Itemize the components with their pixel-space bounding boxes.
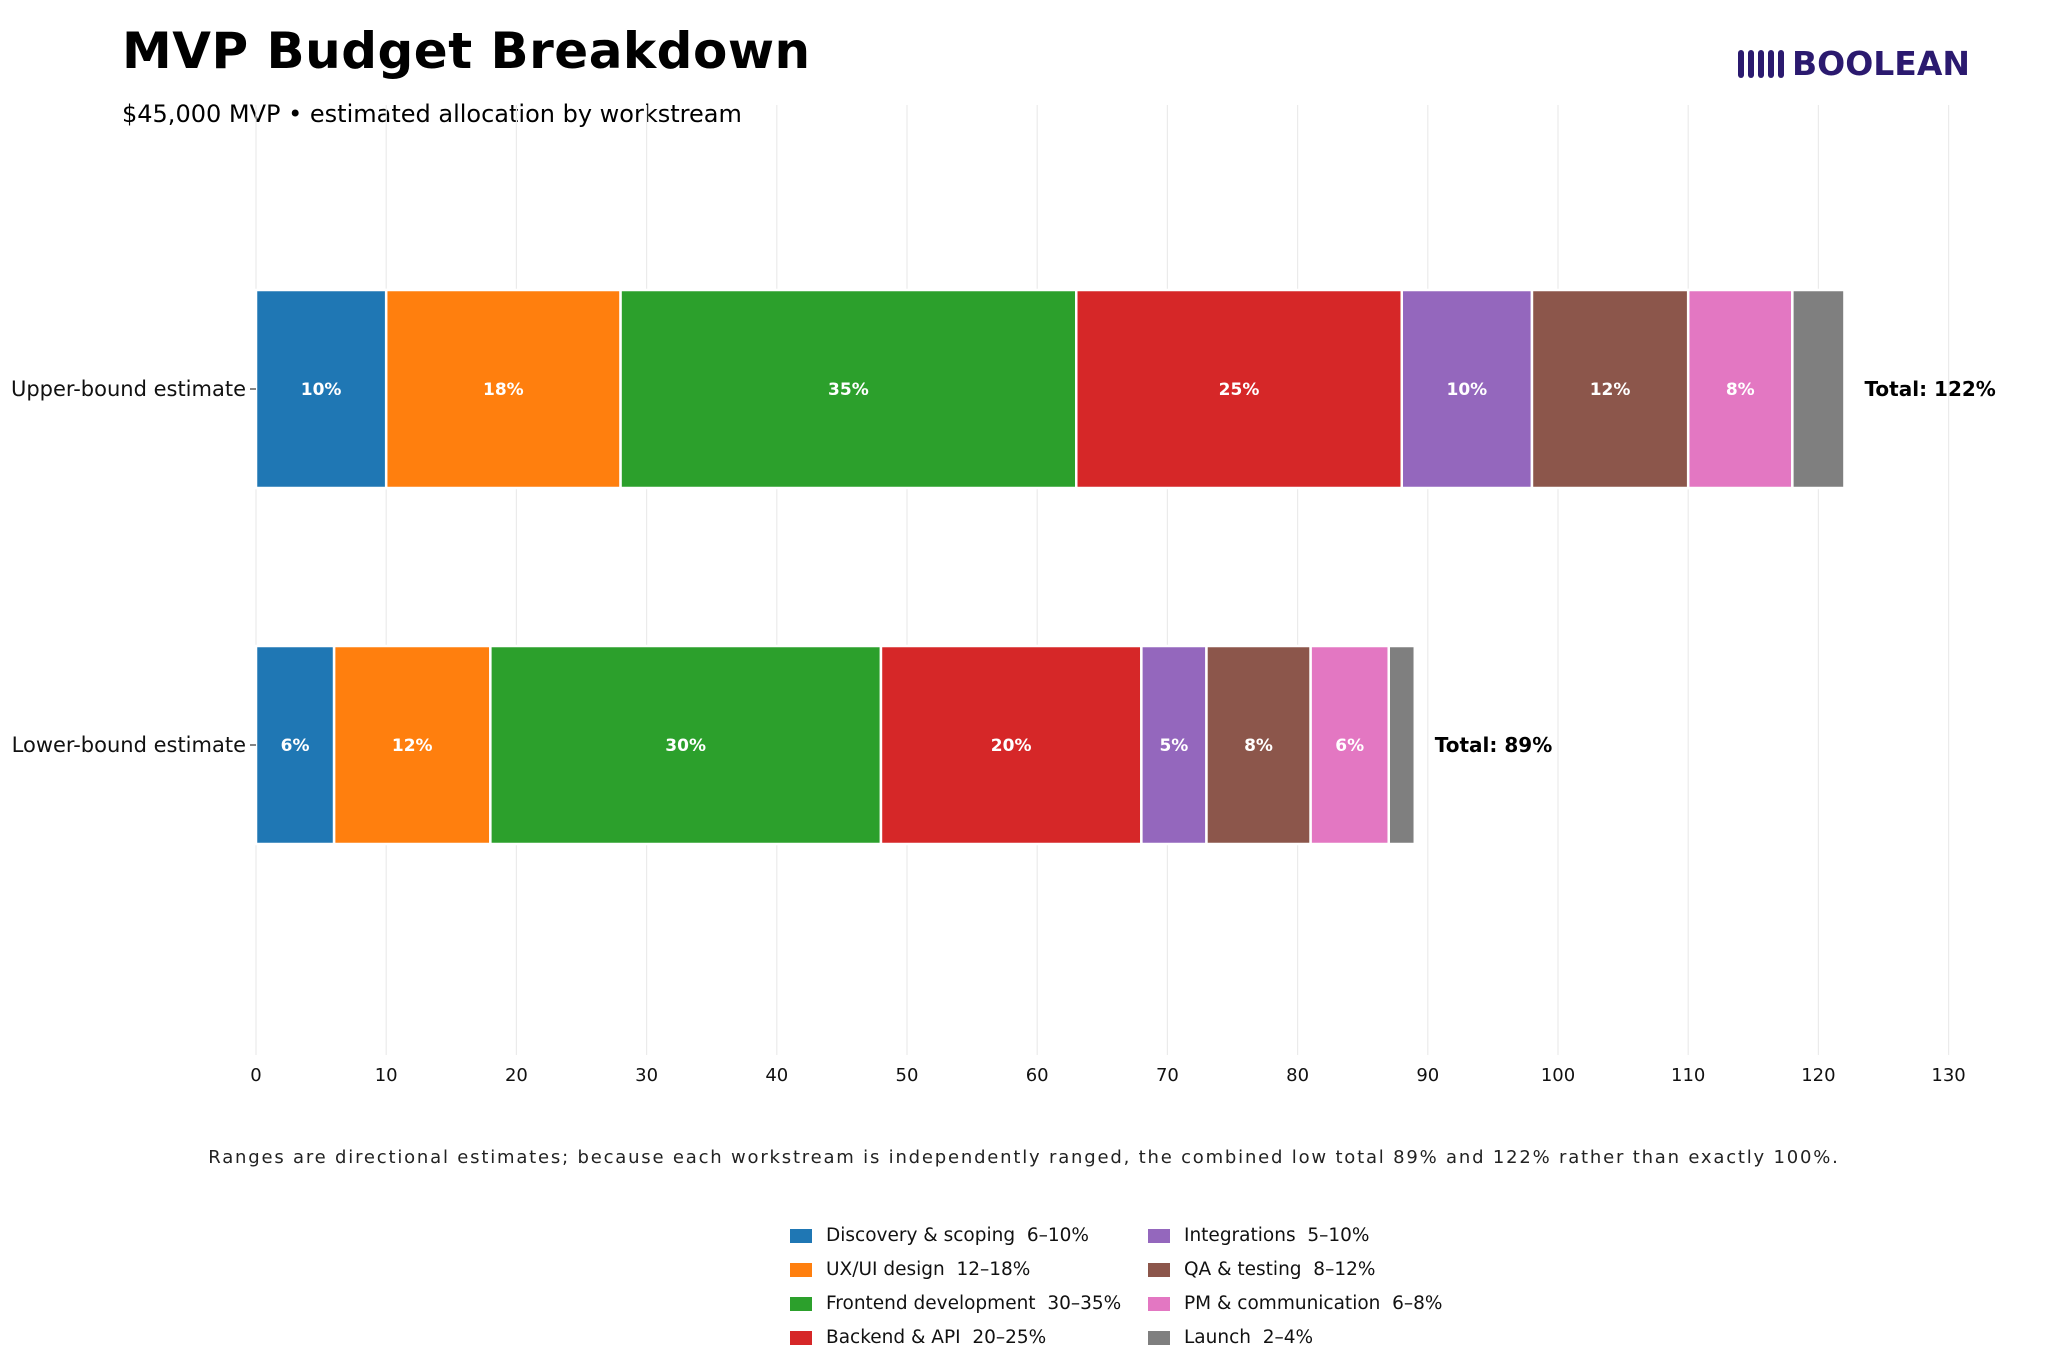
legend-swatch [1148,1228,1170,1243]
legend-swatch [790,1296,812,1311]
total-label: Total: 89% [1435,733,1552,757]
x-tick-label: 80 [1286,1065,1309,1086]
legend-label: Launch 2–4% [1184,1327,1314,1348]
legend-label: Backend & API 20–25% [826,1327,1047,1348]
legend-item: UX/UI design 12–18% [790,1257,1148,1282]
x-tick-label: 20 [505,1065,528,1086]
segment-label: 10% [1447,380,1488,400]
segment-label: 12% [392,736,433,756]
legend-item: QA & testing 8–12% [1148,1257,1448,1282]
segment-label: 8% [1726,380,1755,400]
category-label: Upper-bound estimate [11,377,246,401]
chart-footnote: Ranges are directional estimates; becaus… [208,1147,1840,1168]
x-tick-label: 30 [635,1065,658,1086]
x-tick-label: 90 [1416,1065,1439,1086]
x-tick-label: 70 [1156,1065,1179,1086]
legend-swatch [1148,1296,1170,1311]
segment-label: 12% [1590,380,1631,400]
bar-segment [254,288,388,490]
bar-segment [1400,288,1534,490]
bar-segment [1791,288,1846,490]
segment-label: 8% [1244,736,1273,756]
legend-item: PM & communication 6–8% [1148,1291,1448,1316]
legend-label: PM & communication 6–8% [1184,1293,1443,1314]
x-tick-label: 50 [896,1065,919,1086]
x-tick-label: 40 [765,1065,788,1086]
segment-label: 6% [1335,736,1364,756]
x-tick-label: 130 [1931,1065,1965,1086]
chart-subtitle: $45,000 MVP • estimated allocation by wo… [122,100,742,128]
segment-label: 20% [991,736,1032,756]
legend-item: Backend & API 20–25% [790,1325,1148,1350]
category-label: Lower-bound estimate [12,733,246,757]
legend-item: Launch 2–4% [1148,1325,1448,1350]
x-tick-label: 60 [1026,1065,1049,1086]
bar-segment [1205,644,1312,846]
legend-label: Frontend development 30–35% [826,1293,1122,1314]
segment-label: 10% [301,380,342,400]
chart-legend: Discovery & scoping 6–10% Integrations 5–… [790,1223,1448,1350]
total-label: Total: 122% [1864,377,1995,401]
chart-title: MVP Budget Breakdown [122,22,811,80]
legend-item: Frontend development 30–35% [790,1291,1148,1316]
bar-segment [879,644,1143,846]
x-tick-label: 120 [1801,1065,1835,1086]
legend-swatch [790,1262,812,1277]
bar-segment [489,644,883,846]
bar-segment [1309,644,1390,846]
segment-label: 6% [281,736,310,756]
segment-label: 5% [1159,736,1188,756]
legend-swatch [1148,1262,1170,1277]
segment-label: 30% [665,736,706,756]
x-tick-label: 110 [1671,1065,1705,1086]
vertical-bars-logo-icon [1738,49,1784,78]
bar-segment [1530,288,1690,490]
segment-label: 35% [828,380,869,400]
legend-item: Integrations 5–10% [1148,1223,1448,1248]
legend-swatch [1148,1330,1170,1345]
segment-label: 25% [1219,380,1260,400]
legend-label: UX/UI design 12–18% [826,1259,1031,1280]
legend-label: QA & testing 8–12% [1184,1259,1376,1280]
legend-swatch [790,1330,812,1345]
segment-label: 18% [483,380,524,400]
x-tick-label: 10 [375,1065,398,1086]
legend-swatch [790,1228,812,1243]
legend-item: Discovery & scoping 6–10% [790,1223,1148,1248]
boolean-logo: BOOLEAN [1738,44,1970,83]
legend-label: Integrations 5–10% [1184,1225,1370,1246]
bar-segment [1686,288,1794,490]
bar-segment [619,288,1078,490]
bar-segment [1387,644,1417,846]
x-tick-label: 100 [1541,1065,1575,1086]
x-tick-label: 0 [250,1065,261,1086]
logo-text: BOOLEAN [1792,44,1970,83]
bar-segment [1140,644,1208,846]
legend-label: Discovery & scoping 6–10% [826,1225,1089,1246]
